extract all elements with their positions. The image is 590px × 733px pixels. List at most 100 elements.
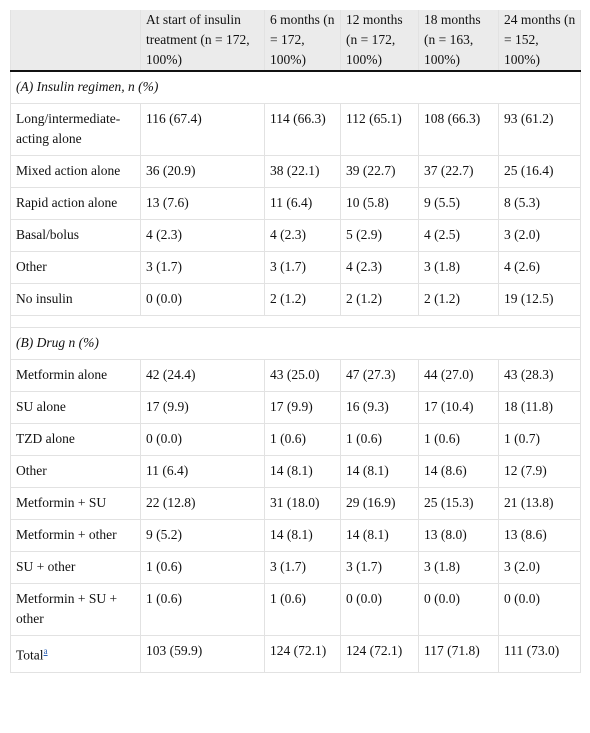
- value-cell: 13 (7.6): [140, 187, 265, 220]
- value-cell: 19 (12.5): [498, 283, 581, 316]
- value-cell: 10 (5.8): [340, 187, 419, 220]
- data-row: Metformin + SU + other 1 (0.6) 1 (0.6) 0 (0…: [10, 583, 581, 636]
- spacer-row: [10, 315, 581, 328]
- data-row: Metformin + SU 22 (12.8) 31 (18.0) 29 (16.9…: [10, 487, 581, 520]
- row-label: Totala: [10, 635, 141, 673]
- value-cell: 38 (22.1): [264, 155, 341, 188]
- value-cell: 103 (59.9): [140, 635, 265, 673]
- value-cell: 17 (9.9): [140, 391, 265, 424]
- value-cell: 2 (1.2): [340, 283, 419, 316]
- value-cell: 3 (1.7): [140, 251, 265, 284]
- header-cell: [10, 10, 141, 72]
- value-cell: 4 (2.5): [418, 219, 499, 252]
- value-cell: 44 (27.0): [418, 359, 499, 392]
- row-label: Other: [10, 455, 141, 488]
- value-cell: 16 (9.3): [340, 391, 419, 424]
- value-cell: 4 (2.3): [140, 219, 265, 252]
- value-cell: 17 (9.9): [264, 391, 341, 424]
- section-title: (A) Insulin regimen, n (%): [10, 70, 581, 104]
- footnote-marker: a: [43, 646, 48, 656]
- section-row: (B) Drug n (%): [10, 327, 581, 360]
- value-cell: 1 (0.6): [140, 551, 265, 584]
- value-cell: 4 (2.3): [264, 219, 341, 252]
- value-cell: 117 (71.8): [418, 635, 499, 673]
- section-title: (B) Drug n (%): [10, 327, 581, 360]
- row-label: Mixed action alone: [10, 155, 141, 188]
- value-cell: 0 (0.0): [340, 583, 419, 636]
- value-cell: 9 (5.5): [418, 187, 499, 220]
- value-cell: 13 (8.6): [498, 519, 581, 552]
- data-row: Metformin + other 9 (5.2) 14 (8.1) 14 (8.1)…: [10, 519, 581, 552]
- row-label: No insulin: [10, 283, 141, 316]
- value-cell: 14 (8.1): [340, 519, 419, 552]
- data-row: TZD alone 0 (0.0) 1 (0.6) 1 (0.6) 1 (0.6) 1 (…: [10, 423, 581, 456]
- value-cell: 25 (15.3): [418, 487, 499, 520]
- value-cell: 14 (8.1): [340, 455, 419, 488]
- header-cell: 12 months (n = 172, 100%): [340, 10, 419, 72]
- data-row: Rapid action alone 13 (7.6) 11 (6.4) 10 (5.…: [10, 187, 581, 220]
- data-row: SU alone 17 (9.9) 17 (9.9) 16 (9.3) 17 (10.4…: [10, 391, 581, 424]
- value-cell: 21 (13.8): [498, 487, 581, 520]
- value-cell: 47 (27.3): [340, 359, 419, 392]
- value-cell: 3 (1.7): [340, 551, 419, 584]
- value-cell: 116 (67.4): [140, 103, 265, 156]
- value-cell: 111 (73.0): [498, 635, 581, 673]
- total-row: Totala 103 (59.9) 124 (72.1) 124 (72.1) 117 …: [10, 635, 581, 673]
- data-row: SU + other 1 (0.6) 3 (1.7) 3 (1.7) 3 (1.8) 3 …: [10, 551, 581, 584]
- value-cell: 29 (16.9): [340, 487, 419, 520]
- row-label: Metformin + other: [10, 519, 141, 552]
- data-row: No insulin 0 (0.0) 2 (1.2) 2 (1.2) 2 (1.2) 19…: [10, 283, 581, 316]
- data-row: Mixed action alone 36 (20.9) 38 (22.1) 39 (…: [10, 155, 581, 188]
- value-cell: 3 (2.0): [498, 551, 581, 584]
- header-cell: 6 months (n = 172, 100%): [264, 10, 341, 72]
- row-label: Rapid action alone: [10, 187, 141, 220]
- value-cell: 124 (72.1): [264, 635, 341, 673]
- value-cell: 8 (5.3): [498, 187, 581, 220]
- value-cell: 25 (16.4): [498, 155, 581, 188]
- row-label: Other: [10, 251, 141, 284]
- spacer-cell: [10, 315, 581, 328]
- value-cell: 36 (20.9): [140, 155, 265, 188]
- value-cell: 0 (0.0): [498, 583, 581, 636]
- header-cell: 18 months (n = 163, 100%): [418, 10, 499, 72]
- value-cell: 39 (22.7): [340, 155, 419, 188]
- value-cell: 4 (2.6): [498, 251, 581, 284]
- value-cell: 5 (2.9): [340, 219, 419, 252]
- row-label: SU + other: [10, 551, 141, 584]
- value-cell: 42 (24.4): [140, 359, 265, 392]
- value-cell: 112 (65.1): [340, 103, 419, 156]
- value-cell: 43 (28.3): [498, 359, 581, 392]
- value-cell: 93 (61.2): [498, 103, 581, 156]
- value-cell: 0 (0.0): [140, 423, 265, 456]
- header-cell: 24 months (n = 152, 100%): [498, 10, 581, 72]
- row-label: Long/intermediate-acting alone: [10, 103, 141, 156]
- value-cell: 108 (66.3): [418, 103, 499, 156]
- row-label: Metformin alone: [10, 359, 141, 392]
- value-cell: 11 (6.4): [264, 187, 341, 220]
- value-cell: 43 (25.0): [264, 359, 341, 392]
- data-row: Metformin alone 42 (24.4) 43 (25.0) 47 (27.…: [10, 359, 581, 392]
- value-cell: 2 (1.2): [418, 283, 499, 316]
- value-cell: 1 (0.6): [340, 423, 419, 456]
- value-cell: 14 (8.6): [418, 455, 499, 488]
- value-cell: 114 (66.3): [264, 103, 341, 156]
- value-cell: 3 (1.8): [418, 551, 499, 584]
- value-cell: 1 (0.6): [140, 583, 265, 636]
- value-cell: 1 (0.7): [498, 423, 581, 456]
- data-row: Other 3 (1.7) 3 (1.7) 4 (2.3) 3 (1.8) 4 (2.6): [10, 251, 581, 284]
- row-label: Metformin + SU + other: [10, 583, 141, 636]
- value-cell: 3 (1.8): [418, 251, 499, 284]
- data-row: Long/intermediate-acting alone 116 (67.4)…: [10, 103, 581, 156]
- value-cell: 18 (11.8): [498, 391, 581, 424]
- header-row: At start of insulin treatment (n = 172, …: [10, 10, 581, 72]
- value-cell: 13 (8.0): [418, 519, 499, 552]
- value-cell: 14 (8.1): [264, 519, 341, 552]
- row-label: Metformin + SU: [10, 487, 141, 520]
- value-cell: 4 (2.3): [340, 251, 419, 284]
- section-row: (A) Insulin regimen, n (%): [10, 70, 581, 104]
- data-table: At start of insulin treatment (n = 172, …: [10, 10, 581, 673]
- table-body: (A) Insulin regimen, n (%) Long/intermedi…: [10, 70, 581, 673]
- value-cell: 3 (1.7): [264, 251, 341, 284]
- value-cell: 1 (0.6): [264, 583, 341, 636]
